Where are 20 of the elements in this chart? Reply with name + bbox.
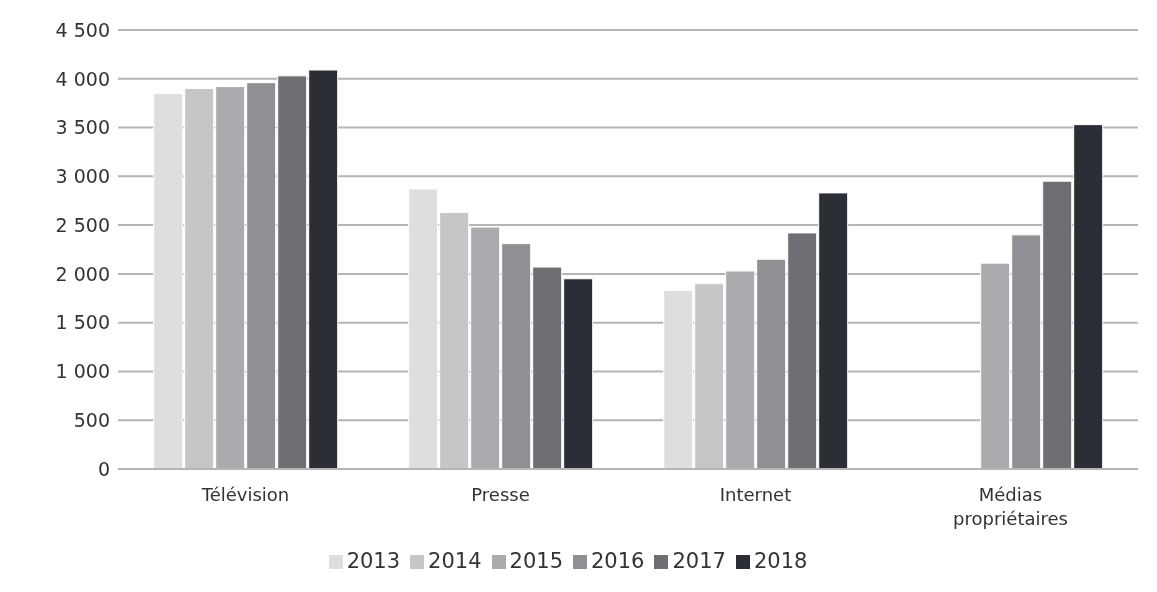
y-tick-label: 500 [73, 408, 110, 431]
legend-label: 2014 [428, 549, 482, 573]
y-tick-label: 0 [97, 457, 110, 480]
y-tick-label: 1 000 [55, 360, 110, 383]
legend-label: 2015 [509, 549, 563, 573]
y-tick-label: 3 000 [55, 165, 110, 188]
y-tick-label: 3 500 [55, 116, 110, 139]
y-tick-label: 2 000 [55, 262, 110, 285]
x-tick-label: Télévision [200, 484, 290, 505]
y-tick-label: 4 000 [55, 67, 110, 90]
x-tick-label: Internet [719, 484, 792, 505]
legend-label: 2018 [753, 549, 808, 573]
y-tick-label: 4 500 [55, 18, 110, 41]
x-tick-label: Presse [471, 484, 530, 505]
legend-label: 2016 [591, 549, 645, 573]
y-tick-label: 2 500 [55, 213, 110, 236]
x-tick-label: Médias propriétaires [953, 484, 1068, 529]
legend-label: 2017 [672, 549, 726, 573]
legend-label: 2013 [346, 549, 401, 573]
y-tick-label: 1 500 [55, 311, 110, 334]
